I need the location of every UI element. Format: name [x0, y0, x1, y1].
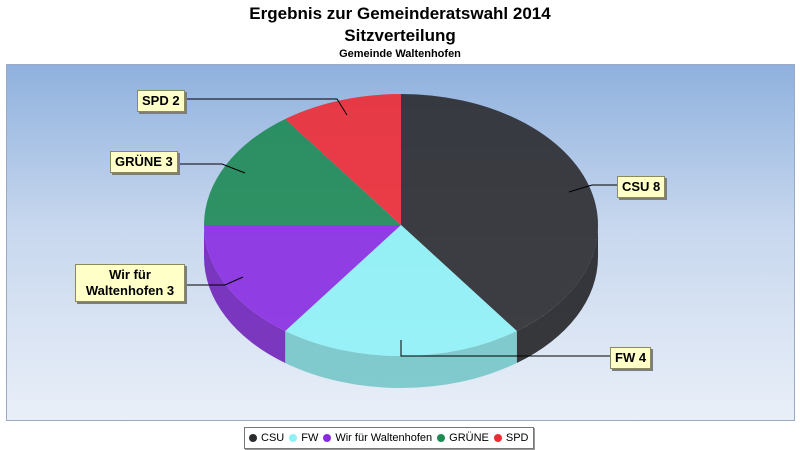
- legend-label-gruene: GRÜNE: [449, 432, 489, 444]
- chart-subsubtitle: Gemeinde Waltenhofen: [339, 48, 461, 60]
- chart-title: Ergebnis zur Gemeinderatswahl 2014: [249, 4, 551, 23]
- pie-slice-fw: [285, 225, 517, 356]
- legend: CSU FW Wir für Waltenhofen GRÜNE SPD: [244, 427, 534, 449]
- legend-label-csu: CSU: [261, 432, 285, 444]
- pie-side-wir-fuer-waltenhofen: [204, 225, 286, 363]
- legend-item-fw: FW: [289, 432, 318, 444]
- data-label-spd: SPD 2: [137, 90, 185, 112]
- legend-label-spd: SPD: [505, 432, 529, 444]
- legend-marker-wir-fuer-waltenhofen: [323, 434, 332, 442]
- pie-side-fw: [285, 330, 517, 388]
- leader-line-csu: [568, 184, 617, 193]
- legend-label-wir-fuer-waltenhofen: Wir für Waltenhofen: [335, 432, 433, 444]
- legend-marker-fw: [289, 434, 298, 442]
- leader-line-spd: [187, 98, 348, 116]
- chart-subtitle: Sitzverteilung: [344, 26, 456, 45]
- data-label-fw: FW 4: [610, 347, 652, 369]
- pie-slice-wir-fuer-waltenhofen: [204, 225, 401, 331]
- leader-line-fw: [400, 340, 610, 357]
- pie-slice-gruene: [204, 119, 401, 225]
- legend-marker-csu: [249, 434, 257, 442]
- data-label-wir-fuer-waltenhofen: Wir für Waltenhofen 3: [75, 264, 185, 302]
- leader-line-wir-fuer-waltenhofen: [179, 276, 244, 286]
- legend-marker-gruene: [437, 434, 446, 442]
- legend-item-csu: CSU: [249, 432, 284, 444]
- pie-chart: [179, 94, 617, 388]
- legend-marker-spd: [493, 434, 502, 442]
- data-label-gruene: GRÜNE 3: [110, 151, 178, 173]
- data-label-csu: CSU 8: [617, 176, 666, 198]
- legend-label-fw: FW: [301, 432, 319, 444]
- pie-slice-csu: [401, 94, 598, 331]
- plot-area: GRÜNE 3 SPD 2 CSU 8 FW 4 Wir für Waltenh…: [6, 64, 795, 421]
- pie-slice-spd: [285, 94, 401, 225]
- legend-item-wir-fuer-waltenhofen: Wir für Waltenhofen: [323, 432, 432, 444]
- legend-item-gruene: GRÜNE: [437, 432, 489, 444]
- pie-side-csu: [516, 225, 598, 363]
- leader-line-gruene: [179, 163, 246, 174]
- legend-item-spd: SPD: [493, 432, 529, 444]
